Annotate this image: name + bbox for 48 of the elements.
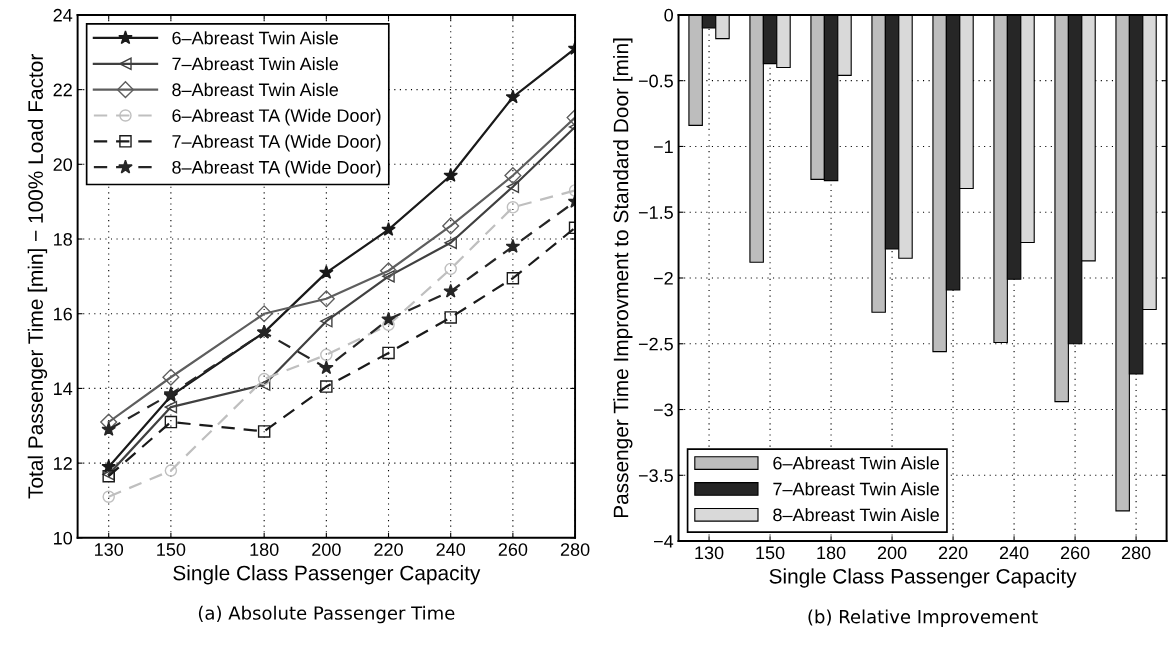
y-tick-label: −3.5 xyxy=(638,469,673,483)
x-tick-label: 150 xyxy=(756,546,785,560)
y-tick-label: 20 xyxy=(53,158,73,172)
y-tick-label: −1 xyxy=(654,140,673,153)
y-tick-label: −4 xyxy=(654,535,674,548)
y-tick-label: 0 xyxy=(664,8,673,22)
y-tick-label: 12 xyxy=(54,457,72,470)
legend-label: 8–Abreast Twin Aisle xyxy=(172,82,338,97)
y-tick-label: −0.5 xyxy=(638,74,673,88)
y-tick-label: 10 xyxy=(54,531,73,545)
text: (b) Relative Improvement xyxy=(808,609,1038,627)
y-axis-title: Total Passenger Time [min] − 100% Load Factor xyxy=(27,54,48,499)
x-tick-label: 130 xyxy=(95,543,124,556)
legend-label: 6–Abreast TA (Wide Door) xyxy=(172,108,381,126)
x-tick-label: 240 xyxy=(999,546,1029,560)
x-axis-title: Single Class Passenger Capacity xyxy=(173,565,481,585)
x-tick-label: 260 xyxy=(1060,546,1090,560)
x-tick-label: 220 xyxy=(938,546,968,560)
x-tick-label: 280 xyxy=(1121,546,1151,560)
x-tick-label: 150 xyxy=(157,543,186,556)
y-tick-label: 22 xyxy=(53,83,72,97)
y-tick-label: −2 xyxy=(654,271,673,285)
legend-label: 7–Abreast Twin Aisle xyxy=(773,482,939,496)
y-tick-label: −1.5 xyxy=(638,206,673,219)
y-tick-label: 18 xyxy=(54,232,72,246)
legend-label: 6–Abreast Twin Aisle xyxy=(773,456,939,470)
x-tick-label: 260 xyxy=(498,543,528,556)
y-tick-label: −2.5 xyxy=(638,337,673,351)
x-tick-label: 180 xyxy=(817,546,846,560)
text: (a) Absolute Passenger Time xyxy=(198,605,455,624)
x-tick-label: 220 xyxy=(374,543,403,556)
legend-label: 8–Abreast TA (Wide Door) xyxy=(172,160,381,178)
y-axis-title: Passenger Time Improvment to Standard Door [min] xyxy=(613,38,633,518)
x-tick-label: 130 xyxy=(695,546,724,560)
legend-label: 7–Abreast TA (Wide Door) xyxy=(172,134,381,152)
legend-label: 7–Abreast Twin Aisle xyxy=(172,57,338,71)
x-tick-label: 240 xyxy=(436,543,466,556)
y-tick-label: 14 xyxy=(54,382,73,395)
y-tick-label: 16 xyxy=(54,307,72,321)
x-axis-title: Single Class Passenger Capacity xyxy=(769,568,1077,588)
x-tick-label: 200 xyxy=(877,546,907,560)
y-tick-label: 24 xyxy=(53,8,73,22)
x-tick-label: 280 xyxy=(560,543,590,556)
legend-label: 6–Abreast Twin Aisle xyxy=(172,31,338,45)
y-tick-label: −3 xyxy=(654,403,673,417)
x-tick-label: 200 xyxy=(312,543,341,556)
legend-label: 8–Abreast Twin Aisle xyxy=(773,508,939,522)
x-tick-label: 180 xyxy=(250,543,279,556)
